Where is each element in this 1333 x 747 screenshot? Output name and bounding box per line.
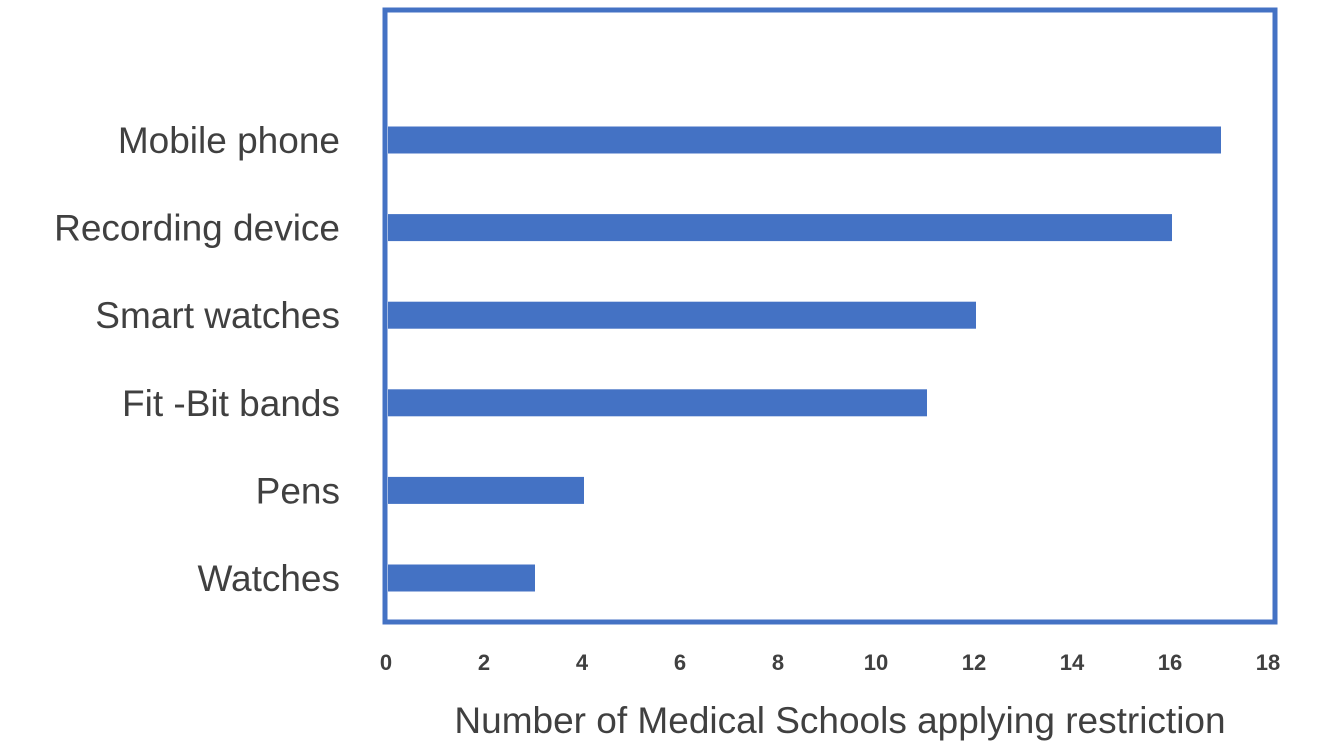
- category-label-mobile-phone: Mobile phone: [118, 120, 340, 161]
- category-label-watches: Watches: [197, 558, 340, 599]
- x-tick-label-2: 2: [478, 650, 490, 675]
- x-tick-label-16: 16: [1158, 650, 1182, 675]
- bar-smart-watches: [388, 301, 976, 329]
- category-label-fit-bit-bands: Fit -Bit bands: [122, 383, 340, 424]
- category-labels: Mobile phone Recording device Smart watche…: [54, 120, 340, 599]
- bars-layer: [388, 126, 1221, 592]
- x-tick-label-4: 4: [576, 650, 589, 675]
- bar-mobile-phone: [388, 126, 1221, 154]
- category-label-pens: Pens: [256, 470, 340, 511]
- category-label-smart-watches: Smart watches: [95, 295, 340, 336]
- bar-pens: [388, 476, 584, 504]
- plot-frame: [382, 7, 1278, 625]
- x-tick-label-18: 18: [1256, 650, 1280, 675]
- category-label-recording-device: Recording device: [54, 208, 340, 249]
- x-tick-label-12: 12: [962, 650, 986, 675]
- x-tick-labels: 0 2 4 6 8 10 12 14 16 18: [380, 650, 1280, 675]
- x-tick-label-0: 0: [380, 650, 392, 675]
- x-tick-label-8: 8: [772, 650, 784, 675]
- x-axis-title: Number of Medical Schools applying restr…: [454, 700, 1225, 741]
- bar-fit-bit-bands: [388, 389, 927, 417]
- x-tick-label-6: 6: [674, 650, 686, 675]
- bar-watches: [388, 564, 535, 592]
- x-tick-label-14: 14: [1060, 650, 1085, 675]
- bar-recording-device: [388, 214, 1172, 242]
- x-tick-label-10: 10: [864, 650, 888, 675]
